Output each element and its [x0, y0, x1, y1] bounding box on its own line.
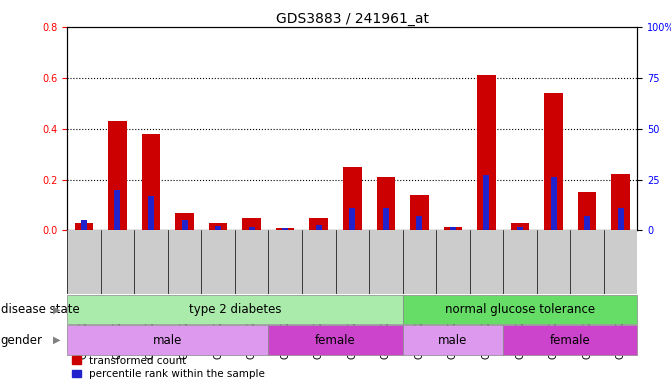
Bar	[578, 192, 597, 230]
Bar	[376, 177, 395, 230]
Bar	[248, 227, 254, 230]
Bar	[450, 227, 456, 230]
Text: male: male	[153, 334, 183, 347]
Bar	[276, 228, 295, 230]
Bar	[617, 208, 623, 230]
Bar	[67, 325, 268, 355]
Text: ▶: ▶	[53, 305, 61, 314]
Bar	[511, 223, 529, 230]
Bar	[611, 174, 630, 230]
Bar	[517, 227, 523, 230]
Bar	[242, 218, 261, 230]
Bar	[175, 213, 194, 230]
Text: type 2 diabetes: type 2 diabetes	[189, 303, 281, 316]
Bar	[315, 225, 321, 230]
Text: GDS3883 / 241961_at: GDS3883 / 241961_at	[276, 12, 429, 25]
Text: disease state: disease state	[1, 303, 79, 316]
Text: gender: gender	[1, 334, 43, 347]
Bar	[416, 216, 423, 230]
Bar	[108, 121, 127, 230]
Bar	[343, 167, 362, 230]
Bar	[444, 227, 462, 230]
Bar	[349, 208, 356, 230]
Text: female: female	[315, 334, 356, 347]
Bar	[403, 325, 503, 355]
Text: ▶: ▶	[53, 335, 61, 345]
Bar	[584, 216, 590, 230]
Bar	[67, 295, 403, 324]
Bar	[503, 325, 637, 355]
Bar	[410, 195, 429, 230]
Bar	[477, 75, 496, 230]
Bar	[142, 134, 160, 230]
Bar	[215, 226, 221, 230]
Bar	[282, 228, 288, 230]
Bar	[114, 190, 121, 230]
Bar	[181, 220, 188, 230]
Bar	[81, 220, 87, 230]
Bar	[268, 325, 403, 355]
Text: male: male	[438, 334, 468, 347]
Bar	[550, 177, 556, 230]
Bar	[483, 175, 489, 230]
Bar	[148, 196, 154, 230]
Bar	[309, 218, 328, 230]
Text: female: female	[550, 334, 590, 347]
Bar	[544, 93, 563, 230]
Legend: transformed count, percentile rank within the sample: transformed count, percentile rank withi…	[72, 356, 265, 379]
Text: normal glucose tolerance: normal glucose tolerance	[445, 303, 595, 316]
Bar	[382, 208, 389, 230]
Bar	[74, 223, 93, 230]
Bar	[209, 223, 227, 230]
Bar	[403, 295, 637, 324]
